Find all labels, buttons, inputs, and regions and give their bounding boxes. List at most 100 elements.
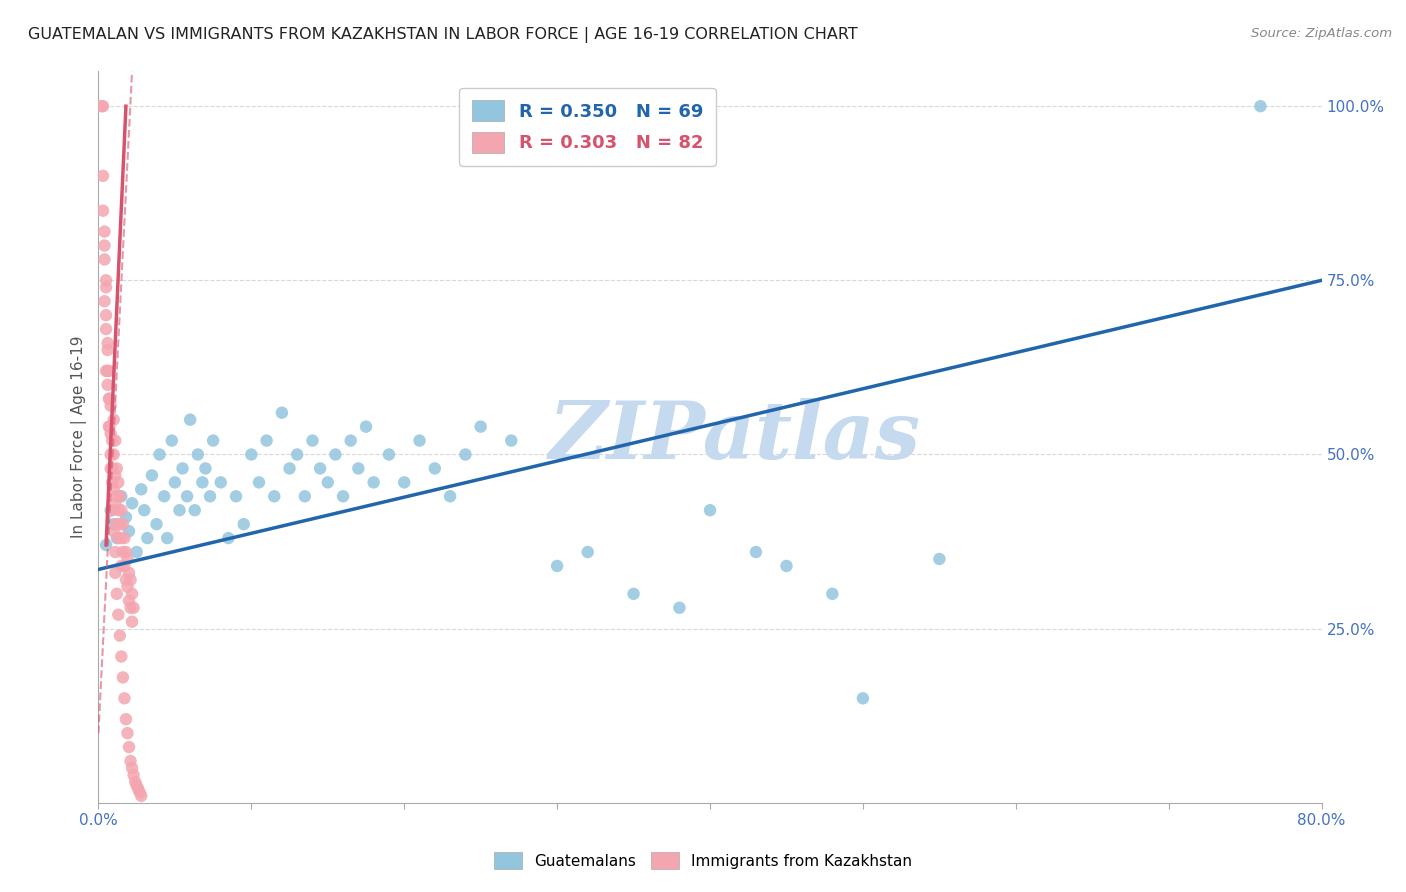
Point — [127, 781, 149, 796]
Point — [100, 399, 122, 413]
Point — [263, 489, 285, 503]
Point — [316, 475, 339, 490]
Point — [141, 468, 163, 483]
Text: ZIPatlas: ZIPatlas — [548, 399, 921, 475]
Point — [105, 517, 128, 532]
Point — [191, 475, 214, 490]
Point — [111, 517, 134, 532]
Point — [501, 434, 523, 448]
Point — [110, 503, 132, 517]
Point — [232, 517, 254, 532]
Point — [169, 503, 191, 517]
Point — [117, 726, 139, 740]
Point — [668, 600, 690, 615]
Point — [94, 538, 117, 552]
Point — [104, 496, 127, 510]
Point — [145, 517, 167, 532]
Point — [101, 434, 124, 448]
Point — [439, 489, 461, 503]
Point — [120, 754, 142, 768]
Point — [107, 607, 129, 622]
Point — [98, 392, 121, 406]
Point — [176, 489, 198, 503]
Point — [110, 649, 132, 664]
Point — [187, 448, 209, 462]
Point — [118, 524, 141, 538]
Point — [136, 531, 159, 545]
Point — [103, 412, 125, 426]
Point — [775, 558, 797, 573]
Point — [153, 489, 176, 503]
Point — [309, 461, 332, 475]
Point — [121, 587, 143, 601]
Point — [156, 531, 179, 545]
Point — [104, 434, 127, 448]
Point — [105, 531, 128, 545]
Point — [101, 475, 124, 490]
Point — [104, 566, 127, 580]
Point — [134, 503, 156, 517]
Point — [247, 475, 270, 490]
Point — [115, 712, 138, 726]
Point — [285, 448, 308, 462]
Point — [94, 280, 117, 294]
Point — [378, 448, 401, 462]
Point — [122, 600, 145, 615]
Point — [93, 238, 115, 252]
Point — [108, 489, 131, 503]
Point — [105, 461, 128, 475]
Point — [301, 434, 323, 448]
Point — [745, 545, 768, 559]
Point — [408, 434, 430, 448]
Legend: R = 0.350   N = 69, R = 0.303   N = 82: R = 0.350 N = 69, R = 0.303 N = 82 — [460, 87, 716, 166]
Point — [93, 252, 115, 267]
Point — [852, 691, 875, 706]
Point — [91, 99, 114, 113]
Point — [118, 594, 141, 608]
Point — [94, 322, 117, 336]
Point — [454, 448, 477, 462]
Point — [217, 531, 239, 545]
Point — [209, 475, 232, 490]
Point — [93, 225, 115, 239]
Point — [110, 489, 132, 503]
Point — [115, 510, 138, 524]
Point — [97, 343, 120, 357]
Point — [98, 419, 121, 434]
Y-axis label: In Labor Force | Age 16-19: In Labor Force | Age 16-19 — [72, 335, 87, 539]
Point — [100, 448, 122, 462]
Point — [107, 531, 129, 545]
Point — [270, 406, 292, 420]
Point — [108, 629, 131, 643]
Point — [111, 545, 134, 559]
Point — [120, 573, 142, 587]
Point — [339, 434, 361, 448]
Point — [198, 489, 221, 503]
Point — [97, 336, 120, 351]
Point — [149, 448, 172, 462]
Point — [240, 448, 263, 462]
Point — [110, 558, 132, 573]
Point — [120, 600, 142, 615]
Point — [100, 426, 122, 441]
Point — [103, 517, 125, 532]
Point — [160, 434, 183, 448]
Point — [107, 475, 129, 490]
Point — [118, 740, 141, 755]
Point — [347, 461, 370, 475]
Point — [623, 587, 645, 601]
Point — [112, 691, 135, 706]
Point — [470, 419, 492, 434]
Point — [103, 524, 125, 538]
Point — [117, 552, 139, 566]
Point — [225, 489, 247, 503]
Point — [576, 545, 599, 559]
Point — [105, 489, 128, 503]
Point — [103, 448, 125, 462]
Point — [278, 461, 301, 475]
Point — [94, 273, 117, 287]
Point — [97, 364, 120, 378]
Point — [928, 552, 950, 566]
Point — [256, 434, 278, 448]
Point — [103, 483, 125, 497]
